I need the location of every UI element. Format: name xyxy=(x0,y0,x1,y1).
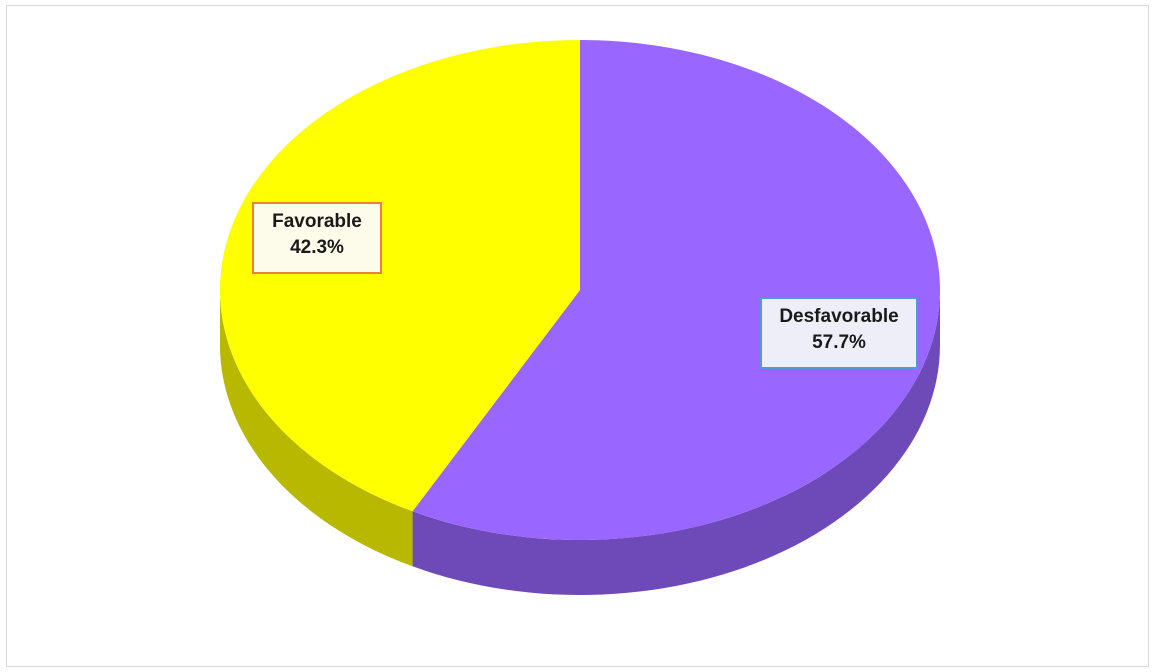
pie-slice-desfavorable xyxy=(412,40,940,540)
data-label-favorable-name: Favorable xyxy=(272,211,362,232)
data-label-favorable: Favorable 42.3% xyxy=(252,202,382,274)
data-label-desfavorable-name: Desfavorable xyxy=(779,306,899,327)
data-label-desfavorable-value: 57.7% xyxy=(812,332,866,353)
data-label-favorable-value: 42.3% xyxy=(290,237,344,258)
pie-slice-favorable xyxy=(219,40,581,512)
pie-slice-side-favorable xyxy=(220,290,413,567)
pie-slice-side-desfavorable xyxy=(412,290,940,595)
data-label-desfavorable: Desfavorable 57.7% xyxy=(760,297,918,369)
